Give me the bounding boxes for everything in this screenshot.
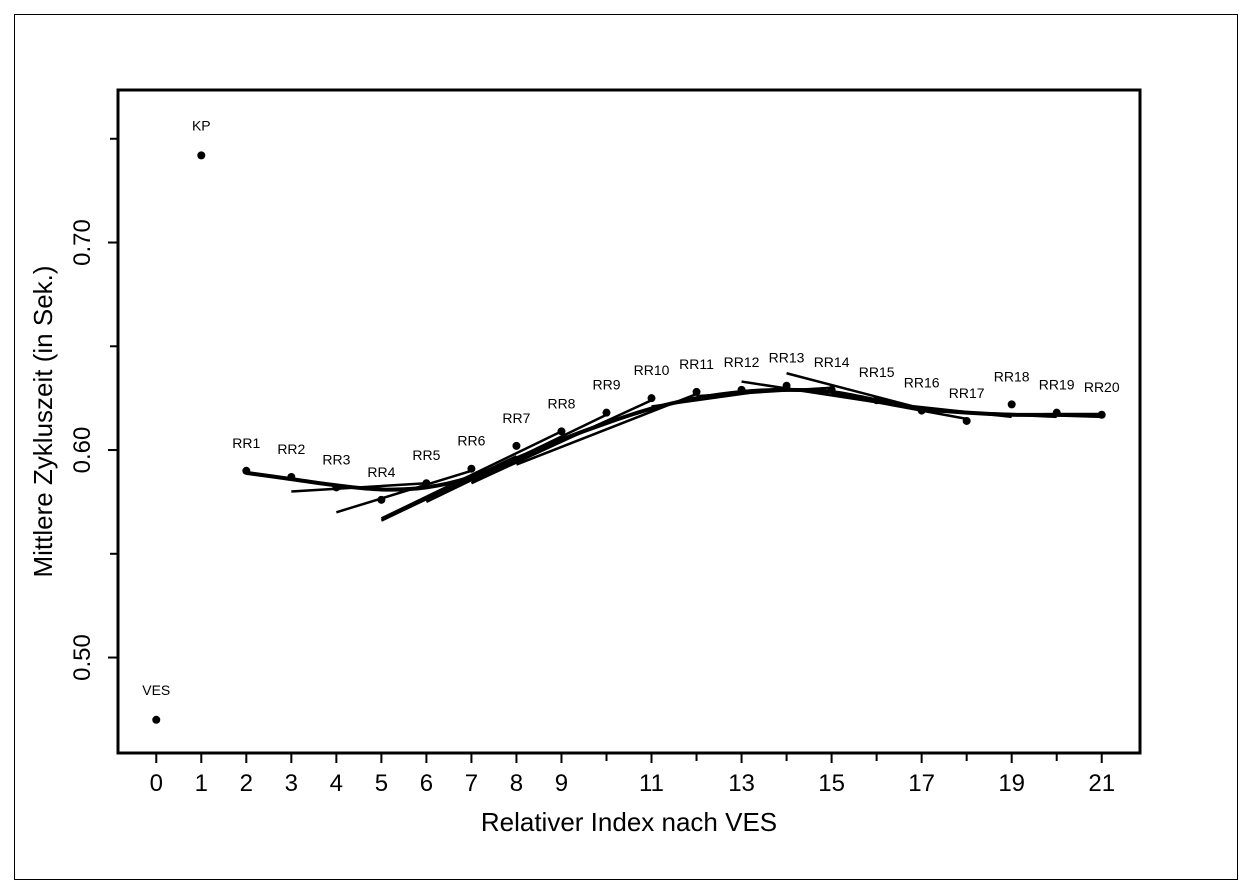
point-label-rr10: RR10 [634, 362, 670, 378]
x-axis-title: Relativer Index nach VES [481, 807, 777, 837]
point-label-rr3: RR3 [322, 451, 350, 467]
x-tick-label-21: 21 [1088, 770, 1115, 797]
point-rr19 [1052, 408, 1061, 417]
point-rr12 [737, 385, 746, 394]
point-label-rr19: RR19 [1039, 377, 1075, 393]
point-rr16 [917, 406, 926, 415]
point-label-rr17: RR17 [949, 385, 985, 401]
point-label-rr1: RR1 [232, 435, 260, 451]
point-label-kp: KP [192, 117, 211, 133]
y-tick-label-0.60: 0.60 [69, 427, 96, 474]
x-tick-label-1: 1 [195, 770, 208, 797]
point-rr4 [377, 495, 386, 504]
point-kp [197, 151, 206, 160]
point-rr10 [647, 394, 656, 403]
point-rr20 [1097, 410, 1106, 419]
point-rr14 [827, 385, 836, 394]
point-label-rr2: RR2 [277, 441, 305, 457]
plot-area [116, 88, 1142, 755]
x-tick-label-19: 19 [998, 770, 1025, 797]
point-label-rr11: RR11 [679, 356, 714, 372]
point-label-rr4: RR4 [367, 464, 395, 480]
point-rr6 [467, 464, 476, 473]
point-rr7 [512, 441, 521, 450]
data-points [152, 151, 1106, 724]
point-rr1 [242, 466, 251, 475]
x-tick-label-7: 7 [465, 770, 478, 797]
point-label-rr18: RR18 [994, 368, 1030, 384]
point-label-rr16: RR16 [904, 375, 940, 391]
x-tick-label-15: 15 [818, 770, 845, 797]
y-tick-label-0.70: 0.70 [69, 219, 96, 266]
x-tick-label-0: 0 [150, 770, 163, 797]
smooth-curve [246, 387, 1102, 492]
point-label-rr14: RR14 [814, 354, 850, 370]
point-rr8 [557, 427, 566, 436]
point-label-rr8: RR8 [547, 395, 575, 411]
figure-frame [14, 14, 1238, 880]
point-rr15 [872, 396, 881, 405]
x-tick-label-2: 2 [240, 770, 253, 797]
x-tick-label-13: 13 [728, 770, 755, 797]
y-tick-label-0.50: 0.50 [69, 634, 96, 681]
x-tick-label-6: 6 [420, 770, 433, 797]
point-rr11 [692, 387, 701, 396]
point-label-rr20: RR20 [1084, 379, 1120, 395]
point-ves [152, 715, 161, 724]
y-axis: 0.50 0.60 0.70 [69, 137, 118, 681]
fit-line-2 [335, 469, 472, 514]
point-label-rr5: RR5 [412, 447, 440, 463]
point-rr2 [287, 473, 296, 482]
point-labels: VES KP RR1 RR2 RR3 RR4 RR5 RR6 RR7 RR8 RR9 RR10 RR11… [142, 117, 1120, 697]
point-rr17 [962, 416, 971, 425]
point-label-rr6: RR6 [457, 433, 485, 449]
x-tick-label-11: 11 [639, 770, 664, 797]
x-axis: 0 1 2 3 4 5 6 7 8 9 11 13 15 17 19 21 [150, 753, 1115, 797]
point-label-rr15: RR15 [859, 364, 895, 380]
y-axis-title: Mittlere Zykluszeit (in Sek.) [28, 265, 58, 577]
point-label-rr7: RR7 [502, 410, 530, 426]
point-rr18 [1007, 400, 1016, 409]
x-tick-label-3: 3 [285, 770, 298, 797]
point-rr3 [332, 483, 341, 492]
point-rr13 [782, 381, 791, 390]
point-label-ves: VES [142, 682, 170, 698]
x-tick-label-8: 8 [510, 770, 523, 797]
x-tick-label-5: 5 [375, 770, 388, 797]
point-label-rr9: RR9 [592, 377, 620, 393]
point-label-rr12: RR12 [724, 354, 760, 370]
point-rr5 [422, 479, 431, 488]
x-tick-label-4: 4 [330, 770, 343, 797]
x-tick-label-9: 9 [555, 770, 568, 797]
point-label-rr13: RR13 [769, 350, 805, 366]
point-rr9 [602, 408, 611, 417]
x-tick-label-17: 17 [908, 770, 935, 797]
